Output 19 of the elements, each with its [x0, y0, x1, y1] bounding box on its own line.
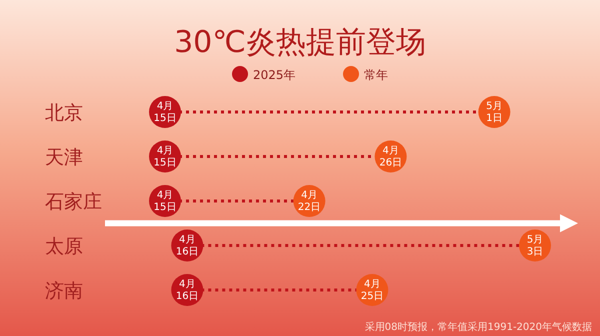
annotation: 4月26日	[379, 146, 402, 168]
y-tick-label: 天津	[45, 146, 83, 168]
annotation: 5月1日	[486, 101, 502, 124]
annotation: 4月15日	[154, 101, 176, 124]
y-tick-label: 太原	[45, 236, 83, 258]
annotation: 5月3日	[526, 234, 544, 258]
y-tick-label: 石家庄	[45, 191, 102, 213]
y-tick-label: 北京	[45, 102, 83, 124]
y-tick-label: 济南	[45, 280, 83, 302]
legend-label: 2025年	[253, 68, 296, 82]
annotation: 4月16日	[176, 234, 199, 258]
annotation: 4月16日	[176, 279, 199, 302]
annotation: 4月25日	[360, 279, 384, 302]
annotation: 4月22日	[298, 190, 321, 213]
annotation: 4月15日	[154, 146, 176, 168]
text: 采用08时预报，常年值采用1991-2020年气候数据	[364, 321, 592, 333]
legend-label: 常年	[364, 68, 388, 82]
annotation: 4月15日	[154, 190, 176, 213]
chart-title: 30℃炎热提前登场	[174, 25, 426, 60]
